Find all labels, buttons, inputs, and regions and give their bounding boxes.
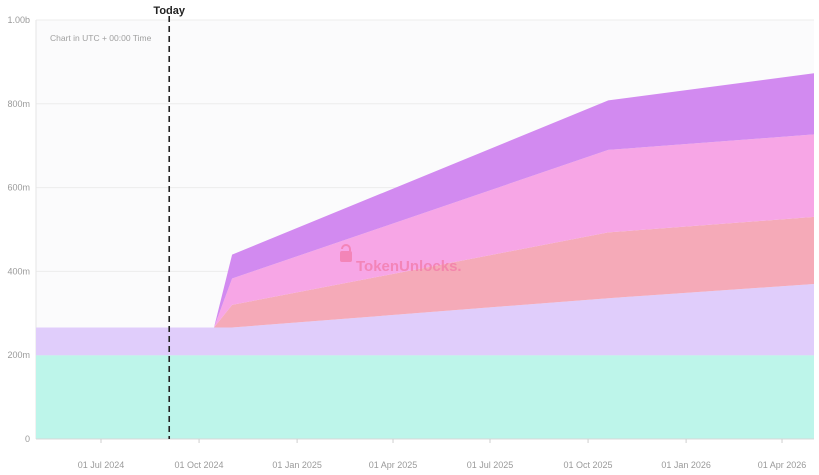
chart-note: Chart in UTC + 00:00 Time xyxy=(50,33,152,43)
area-series-band xyxy=(36,355,814,439)
x-tick-label: 01 Apr 2026 xyxy=(758,460,807,470)
y-tick-label: 1.00b xyxy=(7,15,30,25)
y-tick-label: 400m xyxy=(7,266,30,276)
y-tick-label: 0 xyxy=(25,434,30,444)
token-unlocks-logo-icon xyxy=(340,244,352,262)
y-tick-label: 200m xyxy=(7,350,30,360)
watermark: TokenUnlocks. xyxy=(340,244,462,275)
today-label: Today xyxy=(153,5,185,17)
x-tick-label: 01 Jan 2025 xyxy=(272,460,322,470)
area-series-band xyxy=(36,216,814,328)
y-axis: 0 200m 400m 600m 800m 1.00b xyxy=(7,15,30,444)
today-marker: Today xyxy=(153,5,186,439)
y-tick-label: 800m xyxy=(7,99,30,109)
x-axis: 01 Jul 2024 01 Oct 2024 01 Jan 2025 01 Apr … xyxy=(36,438,814,470)
watermark-text: TokenUnlocks. xyxy=(356,258,462,275)
x-tick-label: 01 Oct 2024 xyxy=(175,460,224,470)
area-series xyxy=(36,73,814,439)
x-tick-label: 01 Jul 2024 xyxy=(78,460,125,470)
x-tick-label: 01 Apr 2025 xyxy=(369,460,418,470)
area-series-band xyxy=(36,73,814,328)
y-tick-label: 600m xyxy=(7,183,30,193)
x-tick-label: 01 Oct 2025 xyxy=(564,460,613,470)
x-tick-label: 01 Jul 2025 xyxy=(467,460,514,470)
area-series-band xyxy=(36,134,814,328)
x-tick-label: 01 Jan 2026 xyxy=(661,460,711,470)
area-series-band xyxy=(36,284,814,356)
